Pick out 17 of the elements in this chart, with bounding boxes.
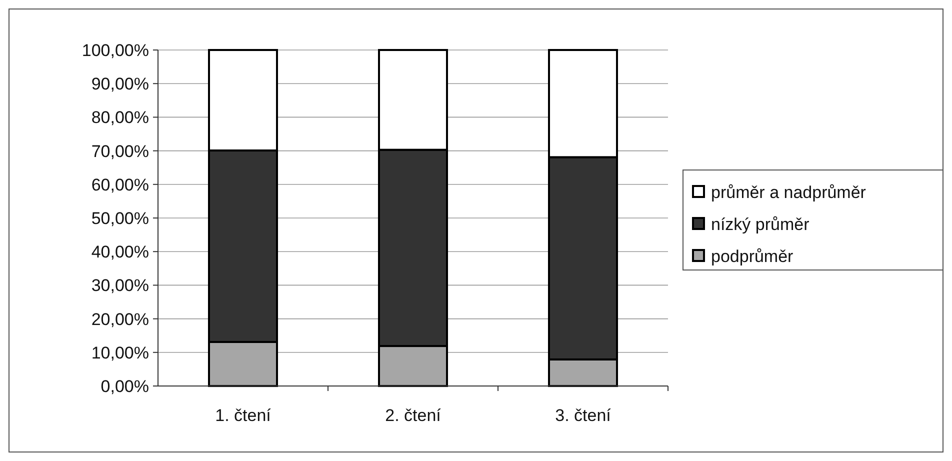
legend-label: podprůměr	[711, 246, 794, 266]
legend-label: nízký průměr	[711, 214, 810, 234]
y-tick-label: 90,00%	[91, 74, 149, 94]
y-tick-label: 70,00%	[91, 142, 149, 161]
x-tick-label: 3. čtení	[555, 406, 612, 425]
x-tick-label: 2. čtení	[385, 406, 442, 425]
y-tick-label: 10,00%	[91, 343, 149, 362]
legend-label: průměr a nadprůměr	[711, 182, 866, 202]
y-tick-label: 100,00%	[82, 40, 149, 60]
y-tick-label: 80,00%	[91, 108, 149, 128]
y-tick-label: 30,00%	[91, 276, 149, 296]
y-tick-label: 60,00%	[91, 175, 149, 194]
y-tick-label: 40,00%	[91, 242, 149, 262]
y-tick-label: 20,00%	[91, 310, 149, 329]
y-tick-label: 50,00%	[91, 208, 149, 228]
x-tick-label: 1. čtení	[215, 406, 272, 425]
y-tick-label: 0,00%	[100, 376, 149, 396]
